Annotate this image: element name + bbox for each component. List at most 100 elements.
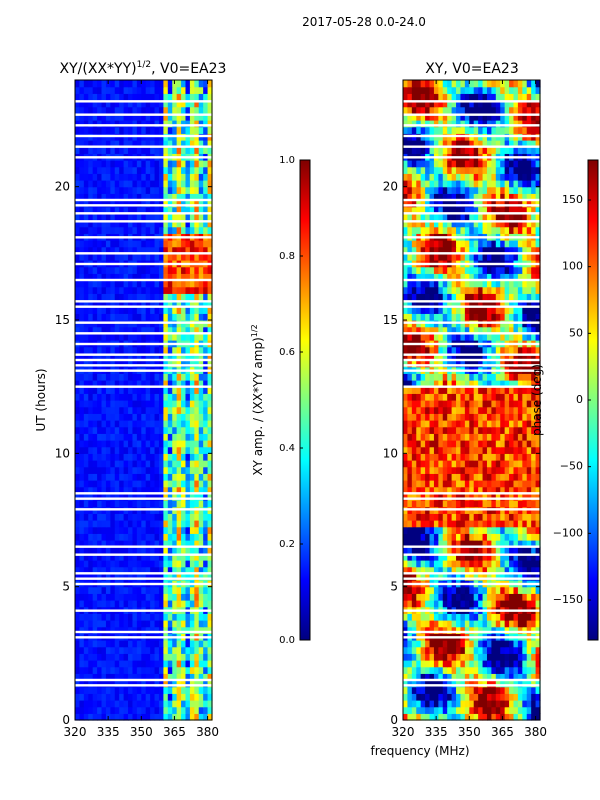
heatmap-cell: [442, 440, 448, 448]
heatmap-cell: [97, 353, 103, 361]
heatmap-cell: [207, 200, 213, 208]
heatmap-cell: [456, 313, 462, 321]
heatmap-cell: [97, 513, 103, 521]
heatmap-cell: [407, 526, 413, 534]
heatmap-cell: [198, 426, 204, 434]
heatmap-cell: [97, 173, 103, 181]
heatmap-cell: [105, 286, 111, 294]
heatmap-cell: [176, 273, 182, 281]
heatmap-cell: [136, 540, 142, 548]
heatmap-cell: [128, 466, 134, 474]
heatmap-cell: [88, 386, 94, 394]
heatmap-cell: [203, 280, 209, 288]
heatmap-cell: [150, 273, 156, 281]
heatmap-cell: [473, 626, 479, 634]
heatmap-cell: [176, 520, 182, 528]
heatmap-cell: [181, 373, 187, 381]
heatmap-cell: [75, 166, 81, 174]
heatmap-cell: [105, 120, 111, 128]
flagged-row: [75, 262, 212, 266]
heatmap-cell: [92, 560, 98, 568]
heatmap-cell: [83, 286, 89, 294]
heatmap-cell: [517, 400, 523, 408]
heatmap-cell: [145, 653, 151, 661]
heatmap-cell: [185, 213, 191, 221]
heatmap-cell: [416, 473, 422, 481]
heatmap-cell: [194, 686, 200, 694]
amplitude-colorbar-gradient: [299, 159, 311, 641]
x-tick-label: 350: [130, 725, 153, 739]
flagged-row: [75, 198, 212, 202]
heatmap-cell: [83, 273, 89, 281]
heatmap-cell: [132, 493, 138, 501]
heatmap-cell: [163, 86, 169, 94]
heatmap-cell: [132, 673, 138, 681]
heatmap-cell: [75, 380, 81, 388]
heatmap-cell: [79, 626, 85, 634]
heatmap-cell: [198, 413, 204, 421]
heatmap-cell: [438, 326, 444, 334]
heatmap-cell: [154, 386, 160, 394]
heatmap-cell: [425, 626, 431, 634]
heatmap-cell: [207, 646, 213, 654]
heatmap-cell: [526, 373, 532, 381]
heatmap-cell: [75, 180, 81, 188]
heatmap-cell: [154, 80, 160, 88]
heatmap-cell: [407, 653, 413, 661]
heatmap-cell: [535, 660, 541, 668]
heatmap-cell: [141, 513, 147, 521]
heatmap-cell: [513, 446, 519, 454]
heatmap-cell: [486, 306, 492, 314]
heatmap-cell: [114, 213, 120, 221]
heatmap-cell: [531, 573, 537, 581]
heatmap-cell: [114, 593, 120, 601]
heatmap-cell: [500, 613, 506, 621]
heatmap-cell: [433, 700, 439, 708]
heatmap-cell: [495, 486, 501, 494]
heatmap-cell: [172, 560, 178, 568]
heatmap-cell: [114, 140, 120, 148]
heatmap-cell: [92, 200, 98, 208]
heatmap-cell: [92, 173, 98, 181]
heatmap-cell: [438, 460, 444, 468]
heatmap-cell: [114, 513, 120, 521]
heatmap-cell: [185, 573, 191, 581]
heatmap-cell: [531, 646, 537, 654]
heatmap-cell: [88, 646, 94, 654]
heatmap-cell: [176, 666, 182, 674]
heatmap-cell: [83, 713, 89, 721]
heatmap-cell: [500, 640, 506, 648]
heatmap-cell: [407, 520, 413, 528]
heatmap-cell: [522, 620, 528, 628]
heatmap-cell: [167, 553, 173, 561]
heatmap-cell: [158, 286, 164, 294]
heatmap-cell: [482, 433, 488, 441]
heatmap-cell: [136, 480, 142, 488]
heatmap-cell: [105, 360, 111, 368]
heatmap-cell: [185, 480, 191, 488]
heatmap-cell: [83, 520, 89, 528]
heatmap-cell: [447, 380, 453, 388]
heatmap-cell: [163, 393, 169, 401]
colorbar-tick-label: 0.0: [279, 635, 295, 646]
heatmap-cell: [482, 446, 488, 454]
heatmap-cell: [185, 393, 191, 401]
heatmap-cell: [176, 713, 182, 721]
heatmap-cell: [469, 526, 475, 534]
heatmap-cell: [531, 706, 537, 714]
heatmap-cell: [522, 493, 528, 501]
heatmap-cell: [97, 686, 103, 694]
heatmap-cell: [83, 540, 89, 548]
heatmap-cell: [114, 613, 120, 621]
heatmap-cell: [176, 100, 182, 108]
heatmap-cell: [189, 286, 195, 294]
heatmap-cell: [97, 293, 103, 301]
heatmap-cell: [451, 480, 457, 488]
heatmap-cell: [535, 406, 541, 414]
heatmap-cell: [92, 486, 98, 494]
heatmap-cell: [416, 346, 422, 354]
heatmap-cell: [132, 586, 138, 594]
heatmap-cell: [451, 626, 457, 634]
heatmap-cell: [500, 533, 506, 541]
heatmap-cell: [460, 386, 466, 394]
